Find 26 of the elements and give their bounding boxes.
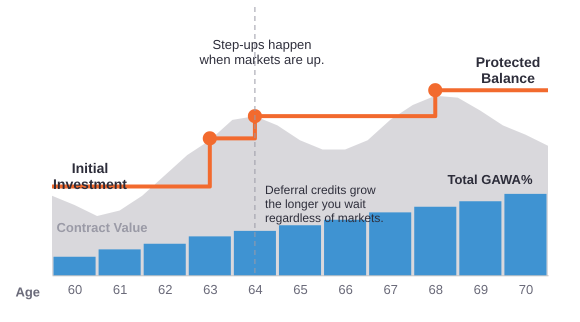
text: Protected Balance <box>476 54 540 86</box>
bar <box>459 201 502 276</box>
x-tick-label: 68 <box>428 282 444 297</box>
x-tick-label: 64 <box>248 282 263 297</box>
x-tick-label: 63 <box>203 282 218 297</box>
bar <box>278 225 322 276</box>
x-tick-label: 61 <box>112 282 128 297</box>
text: Step-ups happen when markets are up. <box>198 37 325 67</box>
bar <box>188 236 231 276</box>
bar <box>98 249 141 276</box>
x-tick-label: 69 <box>474 282 488 297</box>
bar <box>144 244 186 276</box>
annotation: Initial Investment <box>53 160 128 192</box>
annotation: Contract Value <box>56 220 148 235</box>
x-tick-label: 66 <box>338 282 353 297</box>
bar <box>414 206 456 276</box>
x-axis-title: Age <box>15 284 40 300</box>
annotation: Total GAWA% <box>448 172 533 187</box>
bar <box>234 230 276 276</box>
x-tick-label: 67 <box>383 282 398 297</box>
x-tick-label: 70 <box>518 282 534 297</box>
x-tick-label: 62 <box>158 282 172 297</box>
bar <box>54 256 96 276</box>
x-tick-label: 60 <box>68 282 82 297</box>
x-tick-label: 65 <box>293 282 308 297</box>
bar <box>504 194 546 276</box>
